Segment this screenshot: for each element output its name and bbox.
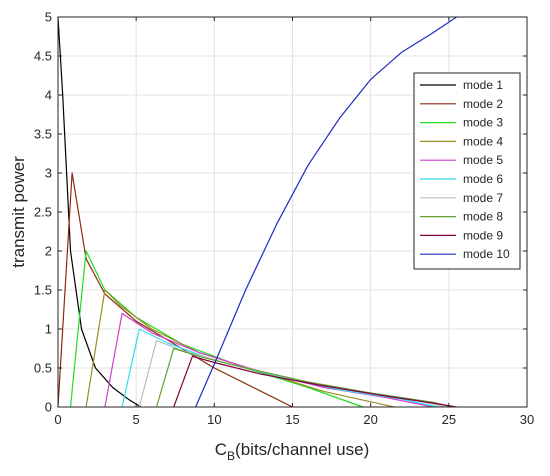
- legend-label-7: mode 7: [463, 191, 503, 205]
- x-tick-label: 20: [363, 412, 377, 427]
- x-tick-label: 30: [520, 412, 534, 427]
- y-tick-label: 0.5: [34, 361, 52, 376]
- legend-label-3: mode 3: [463, 116, 503, 130]
- legend-label-6: mode 6: [463, 172, 503, 186]
- y-tick-label: 3: [45, 166, 52, 181]
- x-axis-label-subscript: B: [227, 449, 235, 463]
- legend-label-1: mode 1: [463, 78, 503, 92]
- series-line-10: [195, 16, 457, 408]
- x-tick-label: 10: [207, 412, 221, 427]
- y-tick-label: 2.5: [34, 205, 52, 220]
- x-tick-label: 25: [442, 412, 456, 427]
- x-axis-label: CB(bits/channel use): [215, 440, 369, 463]
- y-tick-label: 1.5: [34, 283, 52, 298]
- legend-label-8: mode 8: [463, 210, 503, 224]
- legend-label-9: mode 9: [463, 228, 503, 242]
- series-line-3: [69, 250, 364, 408]
- legend-label-10: mode 10: [463, 247, 510, 261]
- legend-box: [413, 72, 521, 270]
- x-tick-label: 5: [133, 412, 140, 427]
- y-tick-label: 3.5: [34, 127, 52, 142]
- x-axis-label-main: C: [215, 440, 227, 459]
- legend-label-5: mode 5: [463, 153, 503, 167]
- tick-layer: 0 5 10 15 20 25 30 0 0.5 1 1.5 2 2.5 3 3.5 4 4.5 5: [34, 10, 534, 428]
- y-tick-label: 5: [45, 10, 52, 25]
- y-tick-label: 4.5: [34, 49, 52, 64]
- series-layer: [57, 16, 457, 408]
- series-line-1: [57, 16, 142, 408]
- legend-label-4: mode 4: [463, 134, 503, 148]
- x-tick-label: 0: [54, 412, 61, 427]
- y-tick-label: 0: [45, 400, 52, 415]
- y-axis-label: transmit power: [9, 156, 28, 268]
- series-line-9: [173, 355, 457, 408]
- legend: mode 1 mode 2 mode 3 mode 4 mode 5 mode 6 mode…: [413, 72, 521, 270]
- x-tick-label: 15: [285, 412, 299, 427]
- series-line-4: [85, 289, 395, 408]
- x-axis-label-rest: (bits/channel use): [235, 440, 369, 459]
- legend-label-2: mode 2: [463, 97, 503, 111]
- series-line-2: [57, 172, 293, 408]
- series-line-8: [155, 347, 453, 408]
- y-tick-label: 1: [45, 322, 52, 337]
- y-tick-label: 4: [45, 88, 52, 103]
- series-line-5: [104, 312, 434, 408]
- y-tick-label: 2: [45, 244, 52, 259]
